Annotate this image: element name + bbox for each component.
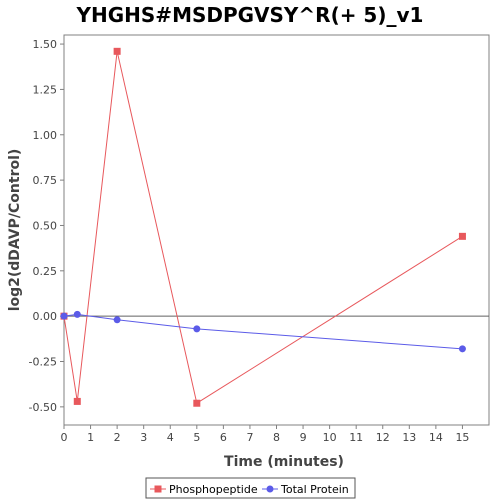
data-point-total-protein (73, 310, 81, 318)
x-tick-label: 15 (455, 431, 469, 444)
x-tick-label: 6 (220, 431, 227, 444)
x-tick-label: 1 (87, 431, 94, 444)
x-tick-label: 11 (349, 431, 363, 444)
x-tick-label: 10 (323, 431, 337, 444)
x-axis: 0 1 2 3 4 5 6 7 8 9 10 11 12 13 14 15 (61, 425, 469, 444)
legend-marker-phosphopeptide (154, 485, 162, 493)
y-tick-label: -0.50 (29, 401, 57, 414)
data-point-total-protein (60, 312, 68, 320)
y-axis: 1.50 1.25 1.00 0.75 0.50 0.25 0.00 -0.25 -0.50 (29, 38, 64, 414)
x-tick-label: 9 (300, 431, 307, 444)
y-axis-label: log2(dDAVP/Control) (7, 149, 23, 312)
y-tick-label: 0.75 (33, 174, 58, 187)
data-point-phosphopeptide (193, 399, 201, 407)
chart-title: YHGHS#MSDPGVSY^R(+ 5)_v1 (76, 3, 424, 27)
data-point-phosphopeptide (73, 397, 81, 405)
x-tick-label: 4 (167, 431, 174, 444)
legend-box (145, 477, 356, 499)
legend-marker-total-protein (266, 485, 274, 493)
y-tick-label: 0.25 (33, 265, 58, 278)
x-tick-label: 12 (376, 431, 390, 444)
y-tick-label: 1.25 (33, 83, 58, 96)
plot-area (63, 34, 490, 426)
y-tick-label: 1.50 (33, 38, 58, 51)
x-tick-label: 3 (140, 431, 147, 444)
x-axis-label: Time (minutes) (224, 454, 344, 470)
y-tick-label: 1.00 (33, 129, 58, 142)
data-point-phosphopeptide (113, 47, 121, 55)
legend: Phosphopeptide Total Protein (145, 477, 356, 499)
data-point-total-protein (113, 316, 121, 324)
x-tick-label: 0 (61, 431, 68, 444)
x-tick-label: 14 (429, 431, 443, 444)
y-tick-label: -0.25 (29, 356, 57, 369)
data-point-total-protein (458, 345, 466, 353)
x-tick-label: 13 (402, 431, 416, 444)
x-tick-label: 7 (246, 431, 253, 444)
legend-label-total-protein: Total Protein (280, 483, 349, 496)
data-point-phosphopeptide (458, 232, 466, 240)
legend-label-phosphopeptide: Phosphopeptide (169, 483, 258, 496)
y-tick-label: 0.00 (33, 310, 58, 323)
y-tick-label: 0.50 (33, 219, 58, 232)
x-tick-label: 5 (193, 431, 200, 444)
x-tick-label: 8 (273, 431, 280, 444)
series-layer (60, 47, 466, 407)
data-point-total-protein (193, 325, 201, 333)
x-tick-label: 2 (114, 431, 121, 444)
